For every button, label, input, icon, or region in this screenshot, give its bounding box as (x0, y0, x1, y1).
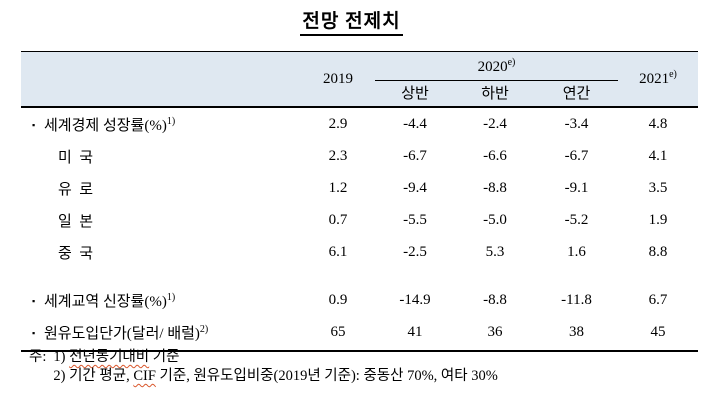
subcolumn-header-second-half: 하반 (455, 80, 535, 107)
cell-2020-h1: -4.4 (375, 106, 455, 140)
table-body: ▪ 세계경제 성장률(%)1) 2.9 -4.4 -2.4 -3.4 4.8 미 … (21, 106, 698, 351)
table-header: 2019 2020e) 2021e) 상반 하반 연간 (21, 51, 698, 107)
table-row-china: 중 국 6.1 -2.5 5.3 1.6 8.8 (21, 236, 698, 268)
cell-2020-h1: -9.4 (403, 179, 427, 196)
footnote-1: 1) 전년동기대비 기준 (53, 349, 180, 365)
cell-2021: 45 (650, 323, 666, 340)
cell-2019: 6.1 (328, 243, 348, 260)
spellcheck-underlined-text: CIF (133, 368, 156, 384)
estimate-superscript: e) (507, 57, 516, 68)
cell-2020-h2: 36 (487, 323, 503, 340)
footnote-ref: 1) (166, 115, 176, 127)
cell-2021: 8.8 (648, 243, 668, 260)
table-row-us: 미 국 2.3 -6.7 -6.6 -6.7 4.1 (21, 140, 698, 172)
column-header-2021: 2021e) (618, 51, 698, 107)
cell-2019: 2.3 (328, 147, 348, 164)
cell-2019: 1.2 (328, 179, 348, 196)
cell-2020-annual: -5.2 (564, 211, 589, 228)
cell-2020-h2: -8.8 (483, 291, 507, 308)
cell-2020-h1: -14.9 (399, 291, 431, 308)
footnotes-prefix: 주: (29, 349, 47, 365)
column-header-2019: 2019 (301, 51, 375, 107)
column-header-2020: 2020e) (375, 51, 618, 81)
subcolumn-header-first-half: 상반 (375, 80, 455, 107)
table-row-world-growth: ▪ 세계경제 성장률(%)1) 2.9 -4.4 -2.4 -3.4 4.8 (21, 106, 698, 140)
cell-2020-annual: -9.1 (564, 179, 589, 196)
cell-2019: 0.9 (328, 291, 348, 308)
row-label: 일 본 (58, 213, 94, 230)
row-label: ▪ 원유도입단가(달러/ 배럴)2) (32, 323, 209, 342)
cell-2020-h2: -2.4 (455, 106, 535, 140)
table-row-oil-price: ▪ 원유도입단가(달러/ 배럴)2) 65 41 36 38 45 (21, 316, 698, 351)
cell-2019: 0.7 (328, 211, 348, 228)
cell-2020-h1: -6.7 (403, 147, 427, 164)
cell-2020-h2: -8.8 (483, 179, 507, 196)
cell-2020-annual: 1.6 (567, 243, 586, 260)
square-bullet-icon: ▪ (32, 327, 36, 338)
cell-2020-h2: 5.3 (485, 243, 505, 260)
forecast-assumptions-table: 2019 2020e) 2021e) 상반 하반 연간 ▪ 세계경제 성장률(%)… (21, 51, 698, 352)
cell-2021: 6.7 (648, 291, 668, 308)
cell-2019: 2.9 (301, 106, 375, 140)
cell-2021: 4.1 (648, 147, 668, 164)
cell-2020-h1: 41 (407, 323, 423, 340)
square-bullet-icon: ▪ (32, 119, 36, 130)
cell-2020-annual: -3.4 (535, 106, 618, 140)
table-row-japan: 일 본 0.7 -5.5 -5.0 -5.2 1.9 (21, 204, 698, 236)
footnote-2: 2) 기간 평균, CIF 기준, 원유도입비중(2019년 기준): 중동산 … (53, 368, 498, 384)
header-empty-cell (21, 51, 301, 107)
cell-2020-h1: -5.5 (403, 211, 427, 228)
footnote-ref: 1) (166, 291, 176, 303)
footnote-ref: 2) (199, 323, 209, 335)
page-title: 전망 전제치 (0, 6, 703, 36)
cell-2021: 3.5 (648, 179, 668, 196)
cell-2021: 1.9 (648, 211, 668, 228)
row-label: ▪ 세계경제 성장률(%)1) (21, 106, 301, 140)
cell-2020-h2: -6.6 (483, 147, 507, 164)
row-label: 유 로 (58, 181, 94, 198)
table-row-world-trade: ▪ 세계교역 신장률(%)1) 0.9 -14.9 -8.8 -11.8 6.7 (21, 284, 698, 316)
cell-2020-annual: -6.7 (564, 147, 589, 164)
square-bullet-icon: ▪ (32, 295, 36, 306)
cell-2020-h1: -2.5 (403, 243, 427, 260)
cell-2019: 65 (330, 323, 346, 340)
cell-2020-h2: -5.0 (483, 211, 507, 228)
page-title-text: 전망 전제치 (300, 6, 403, 36)
spellcheck-underlined-text: 전년동기대비 (69, 349, 150, 365)
spacer-row (21, 268, 698, 284)
cell-2020-annual: 38 (569, 323, 584, 340)
table-row-euro: 유 로 1.2 -9.4 -8.8 -9.1 3.5 (21, 172, 698, 204)
subcolumn-header-annual: 연간 (535, 80, 618, 107)
row-label: ▪ 세계교역 신장률(%)1) (32, 291, 176, 310)
row-label: 중 국 (58, 245, 94, 262)
cell-2020-annual: -11.8 (561, 291, 592, 308)
cell-2021: 4.8 (618, 106, 698, 140)
footnotes: 주: 1) 전년동기대비 기준 2) 기간 평균, CIF 기준, 원유도입비중… (29, 348, 498, 386)
row-label: 미 국 (58, 149, 94, 166)
estimate-superscript: e) (669, 68, 677, 80)
